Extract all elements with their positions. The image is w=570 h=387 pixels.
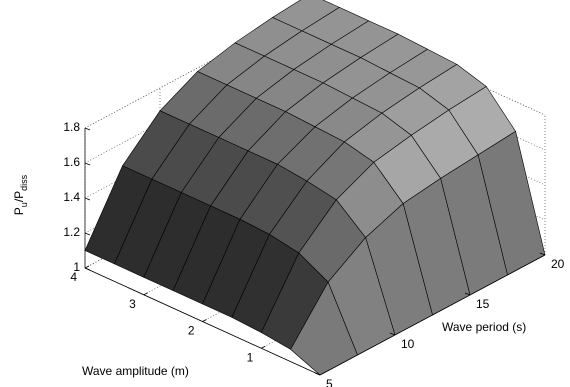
axes-labels: 1 1.2 1.4 1.6 1.8 1 2 3 4 5 10 15 20 Wave amplitude (… <box>12 120 565 387</box>
y-tick-label: 20 <box>551 257 565 271</box>
z-tick <box>84 197 91 201</box>
y-tick-label: 5 <box>326 377 333 387</box>
z-axis-label: Pu/Pdiss <box>12 174 29 215</box>
x-tick <box>202 319 207 322</box>
x-tick <box>261 345 266 349</box>
z-tick <box>84 232 91 236</box>
z-tick-label: 1.4 <box>63 190 80 204</box>
z-axis-label-part: /P <box>12 191 26 202</box>
z-tick <box>84 127 91 131</box>
y-tick <box>464 292 471 296</box>
x-tick-label: 1 <box>247 350 254 364</box>
x-tick-label: 3 <box>129 297 136 311</box>
z-axis-label-part: diss <box>19 174 29 191</box>
y-tick-label: 10 <box>401 337 415 351</box>
y-axis <box>319 254 546 376</box>
grid-line <box>84 7 311 129</box>
z-axis-label-part: P <box>12 207 26 215</box>
z-tick-label: 1 <box>73 260 80 274</box>
y-tick <box>389 332 396 336</box>
y-axis-label: Wave period (s) <box>442 320 526 334</box>
y-tick <box>539 252 546 256</box>
y-tick-label: 15 <box>476 297 490 311</box>
x-tick <box>143 292 148 296</box>
z-axis-label-part: u <box>19 202 29 207</box>
x-axis-label: Wave amplitude (m) <box>82 364 189 378</box>
x-tick-label: 4 <box>70 270 77 284</box>
x-axis <box>84 267 321 376</box>
surface <box>84 0 546 376</box>
z-tick-label: 1.6 <box>63 155 80 169</box>
x-tick-label: 2 <box>188 324 195 338</box>
z-tick-label: 1.2 <box>63 225 80 239</box>
x-tick <box>84 265 90 269</box>
grid-line <box>84 42 311 164</box>
z-tick-label: 1.8 <box>63 120 80 134</box>
z-tick <box>84 162 91 166</box>
